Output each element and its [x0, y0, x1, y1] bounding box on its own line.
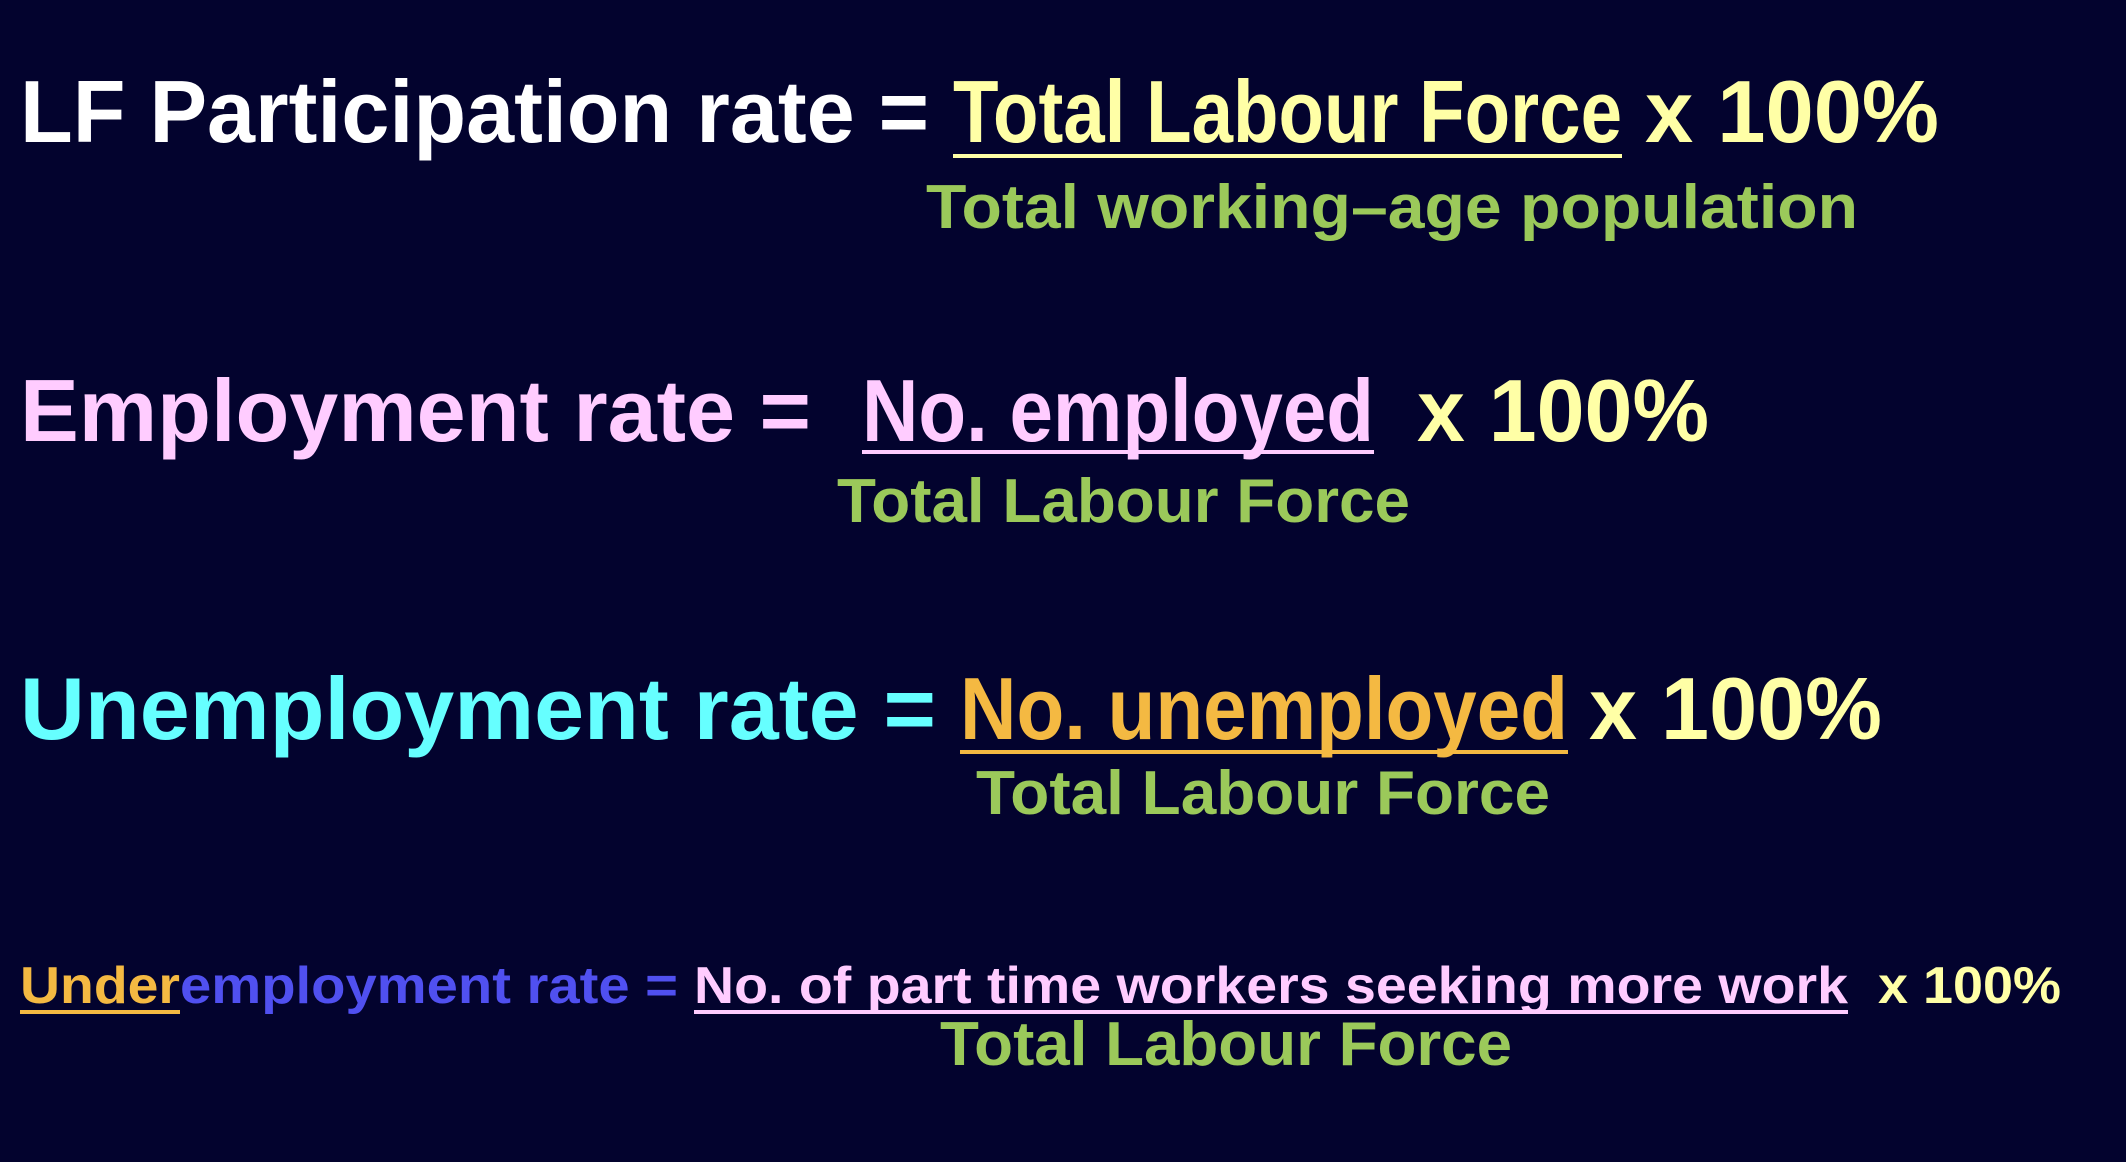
formula-label: employment rate = — [180, 957, 678, 1015]
formula-denominator: Total Labour Force — [837, 467, 1410, 536]
formula-numerator: No. employed — [862, 361, 1374, 460]
formula-label: Unemployment rate = — [20, 659, 936, 758]
formula-multiplier: x 100% — [1878, 957, 2061, 1015]
formula-label: LF Participation rate = — [20, 62, 929, 161]
formula-numerator: No. of part time workers seeking more wo… — [694, 957, 1848, 1015]
formula-numerator: Total Labour Force — [953, 62, 1622, 161]
formula-multiplier: x 100% — [1589, 659, 1882, 758]
formula-label: Employment rate = — [20, 361, 811, 460]
formula-label-prefix: Under — [20, 957, 180, 1015]
formula-denominator: Total working–age population — [926, 173, 1858, 242]
formula-denominator: Total Labour Force — [940, 1010, 1512, 1079]
formula-multiplier: x 100% — [1645, 62, 1939, 161]
formula-multiplier: x 100% — [1417, 361, 1709, 460]
formula-numerator: No. unemployed — [960, 659, 1568, 758]
formula-denominator: Total Labour Force — [976, 759, 1550, 828]
